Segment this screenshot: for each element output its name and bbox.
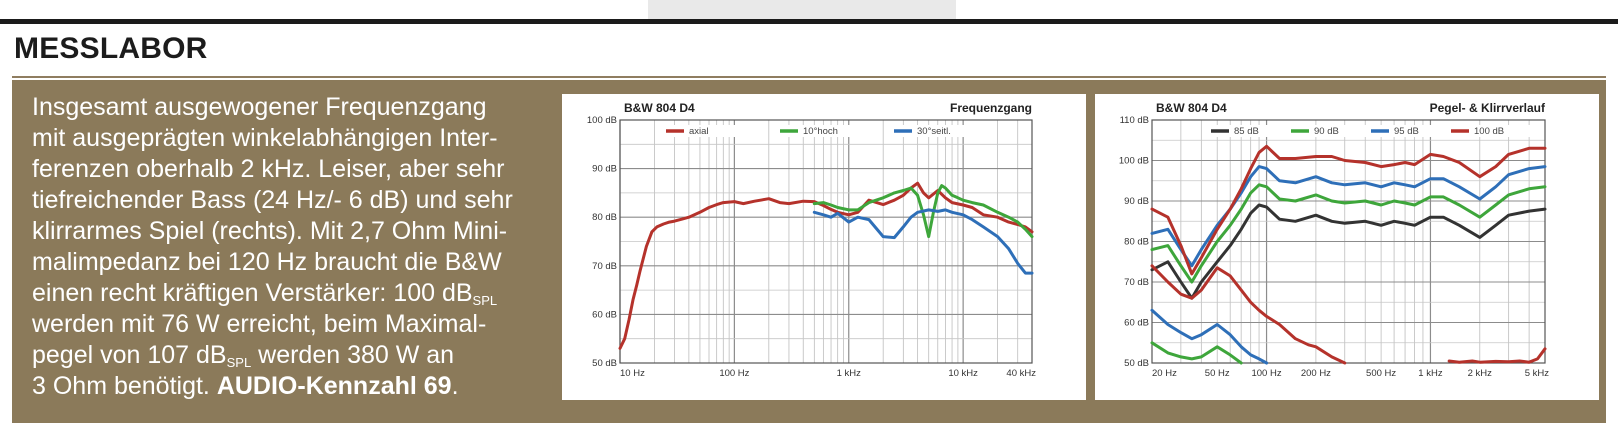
summary-line: tiefreichender Bass (24 Hz/- 6 dB) und s… [32,186,513,214]
summary-line: 3 Ohm benötigt. AUDIO-Kennzahl 69. [32,371,542,402]
summary-line: Insgesamt ausgewogener Frequenzgang [32,93,487,121]
y-tick-label: 70 dB [592,261,617,272]
series-line [1447,347,1547,364]
spl-subscript: SPL [472,293,498,308]
summary-line: ferenzen oberhalb 2 kHz. Leiser, aber se… [32,155,505,183]
y-tick-label: 90 dB [592,164,617,175]
x-tick-label: 50 Hz [1205,368,1230,379]
legend-label: 95 dB [1394,126,1419,137]
audio-score: AUDIO-Kennzahl 69 [216,372,452,400]
series-line [1150,183,1547,284]
chart-title: Frequenzgang [950,101,1032,115]
x-tick-label: 1 kHz [837,368,862,379]
legend-label: axial [689,126,709,137]
summary-line: werden mit 76 W erreicht, beim Maximal- [32,310,487,338]
summary-line: mit ausgeprägten winkelabhängigen Inter- [32,124,498,152]
x-tick-label: 10 Hz [620,368,645,379]
legend-bg [778,125,862,137]
level-distortion-svg: 50 dB 60 dB 70 dB 80 dB 90 dB 100 dB 110 dB 20 … [1119,101,1550,379]
plot-frame [1151,119,1546,364]
series-line [1150,165,1547,268]
legend-label: 10°hoch [803,126,838,137]
legend-label: 30°seitl. [917,126,951,137]
y-tick-label: 80 dB [1124,237,1149,248]
y-tick-label: 110 dB [1120,115,1149,126]
summary-line: klirrarmes Spiel (rechts). Mit 2,7 Ohm M… [32,217,508,245]
x-tick-label: 20 Hz [1152,368,1177,379]
summary-text-part: . [451,372,459,400]
x-tick-label: 500 Hz [1366,368,1396,379]
series-line [1150,203,1547,300]
legend-bg [1369,125,1453,137]
series-line [812,208,1034,275]
x-tick-label: 200 Hz [1301,368,1331,379]
y-tick-label: 100 dB [587,115,617,126]
summary-text-part: 3 Ohm benötigt. [32,372,217,400]
x-tick-label: 5 kHz [1525,368,1550,379]
spl-subscript: SPL [226,355,252,370]
legend-bg [892,125,976,137]
legend-bg [1209,125,1293,137]
legend-bg [1289,125,1373,137]
x-tick-label: 2 kHz [1468,368,1493,379]
summary-text-part: einen recht kräftigen Verstärker: 100 dB [32,279,473,307]
legend-label: 100 dB [1474,126,1504,137]
chart-title: Pegel- & Klirrverlauf [1430,101,1546,115]
series-line [1150,264,1347,365]
x-tick-label: 40 kHz [1006,368,1036,379]
frequency-response-svg: 50 dB 60 dB 70 dB 80 dB 90 dB 100 dB 10 Hz 100 … [587,101,1036,379]
top-tab-shade [648,0,956,19]
summary-text: Insgesamt ausgewogener Frequenzgang mit … [32,92,542,402]
summary-line: einen recht kräftigen Verstärker: 100 dB… [32,278,542,309]
legend-label: 90 dB [1314,126,1339,137]
frequency-response-chart: 50 dB 60 dB 70 dB 80 dB 90 dB 100 dB 10 Hz 100 … [562,94,1086,400]
summary-text-part: werden 380 W an [251,341,455,369]
legend-bg [664,125,748,137]
x-tick-label: 1 kHz [1418,368,1443,379]
chart-subtitle: B&W 804 D4 [1156,101,1227,115]
plot-frame [619,119,1033,364]
legend-bg [1449,125,1533,137]
y-tick-label: 50 dB [592,358,617,369]
y-tick-label: 70 dB [1124,277,1149,288]
info-panel: Insgesamt ausgewogener Frequenzgang mit … [12,80,1606,423]
y-tick-label: 50 dB [1124,358,1149,369]
legend-label: 85 dB [1234,126,1259,137]
series-line [618,181,1034,350]
y-tick-label: 60 dB [1124,318,1149,329]
summary-line: pegel von 107 dBSPL werden 380 W an [32,340,542,371]
level-distortion-chart: 50 dB 60 dB 70 dB 80 dB 90 dB 100 dB 110 dB 20 … [1095,94,1599,400]
series-line [812,184,1034,239]
summary-line: malimpedanz bei 120 Hz braucht die B&W [32,248,502,276]
y-tick-label: 80 dB [592,212,617,223]
y-tick-label: 60 dB [592,309,617,320]
heading-rule [12,76,1606,78]
x-tick-label: 10 kHz [948,368,978,379]
x-tick-label: 100 Hz [1252,368,1282,379]
y-tick-label: 100 dB [1119,156,1149,167]
chart-subtitle: B&W 804 D4 [624,101,695,115]
y-tick-label: 90 dB [1124,196,1149,207]
x-tick-label: 100 Hz [719,368,749,379]
section-heading: MESSLABOR [14,32,208,65]
series-line [1150,144,1547,276]
summary-text-part: pegel von 107 dB [32,341,227,369]
series-line [1150,341,1243,365]
top-rule [0,19,1618,24]
grid [619,119,1033,364]
series-line [1150,308,1269,365]
